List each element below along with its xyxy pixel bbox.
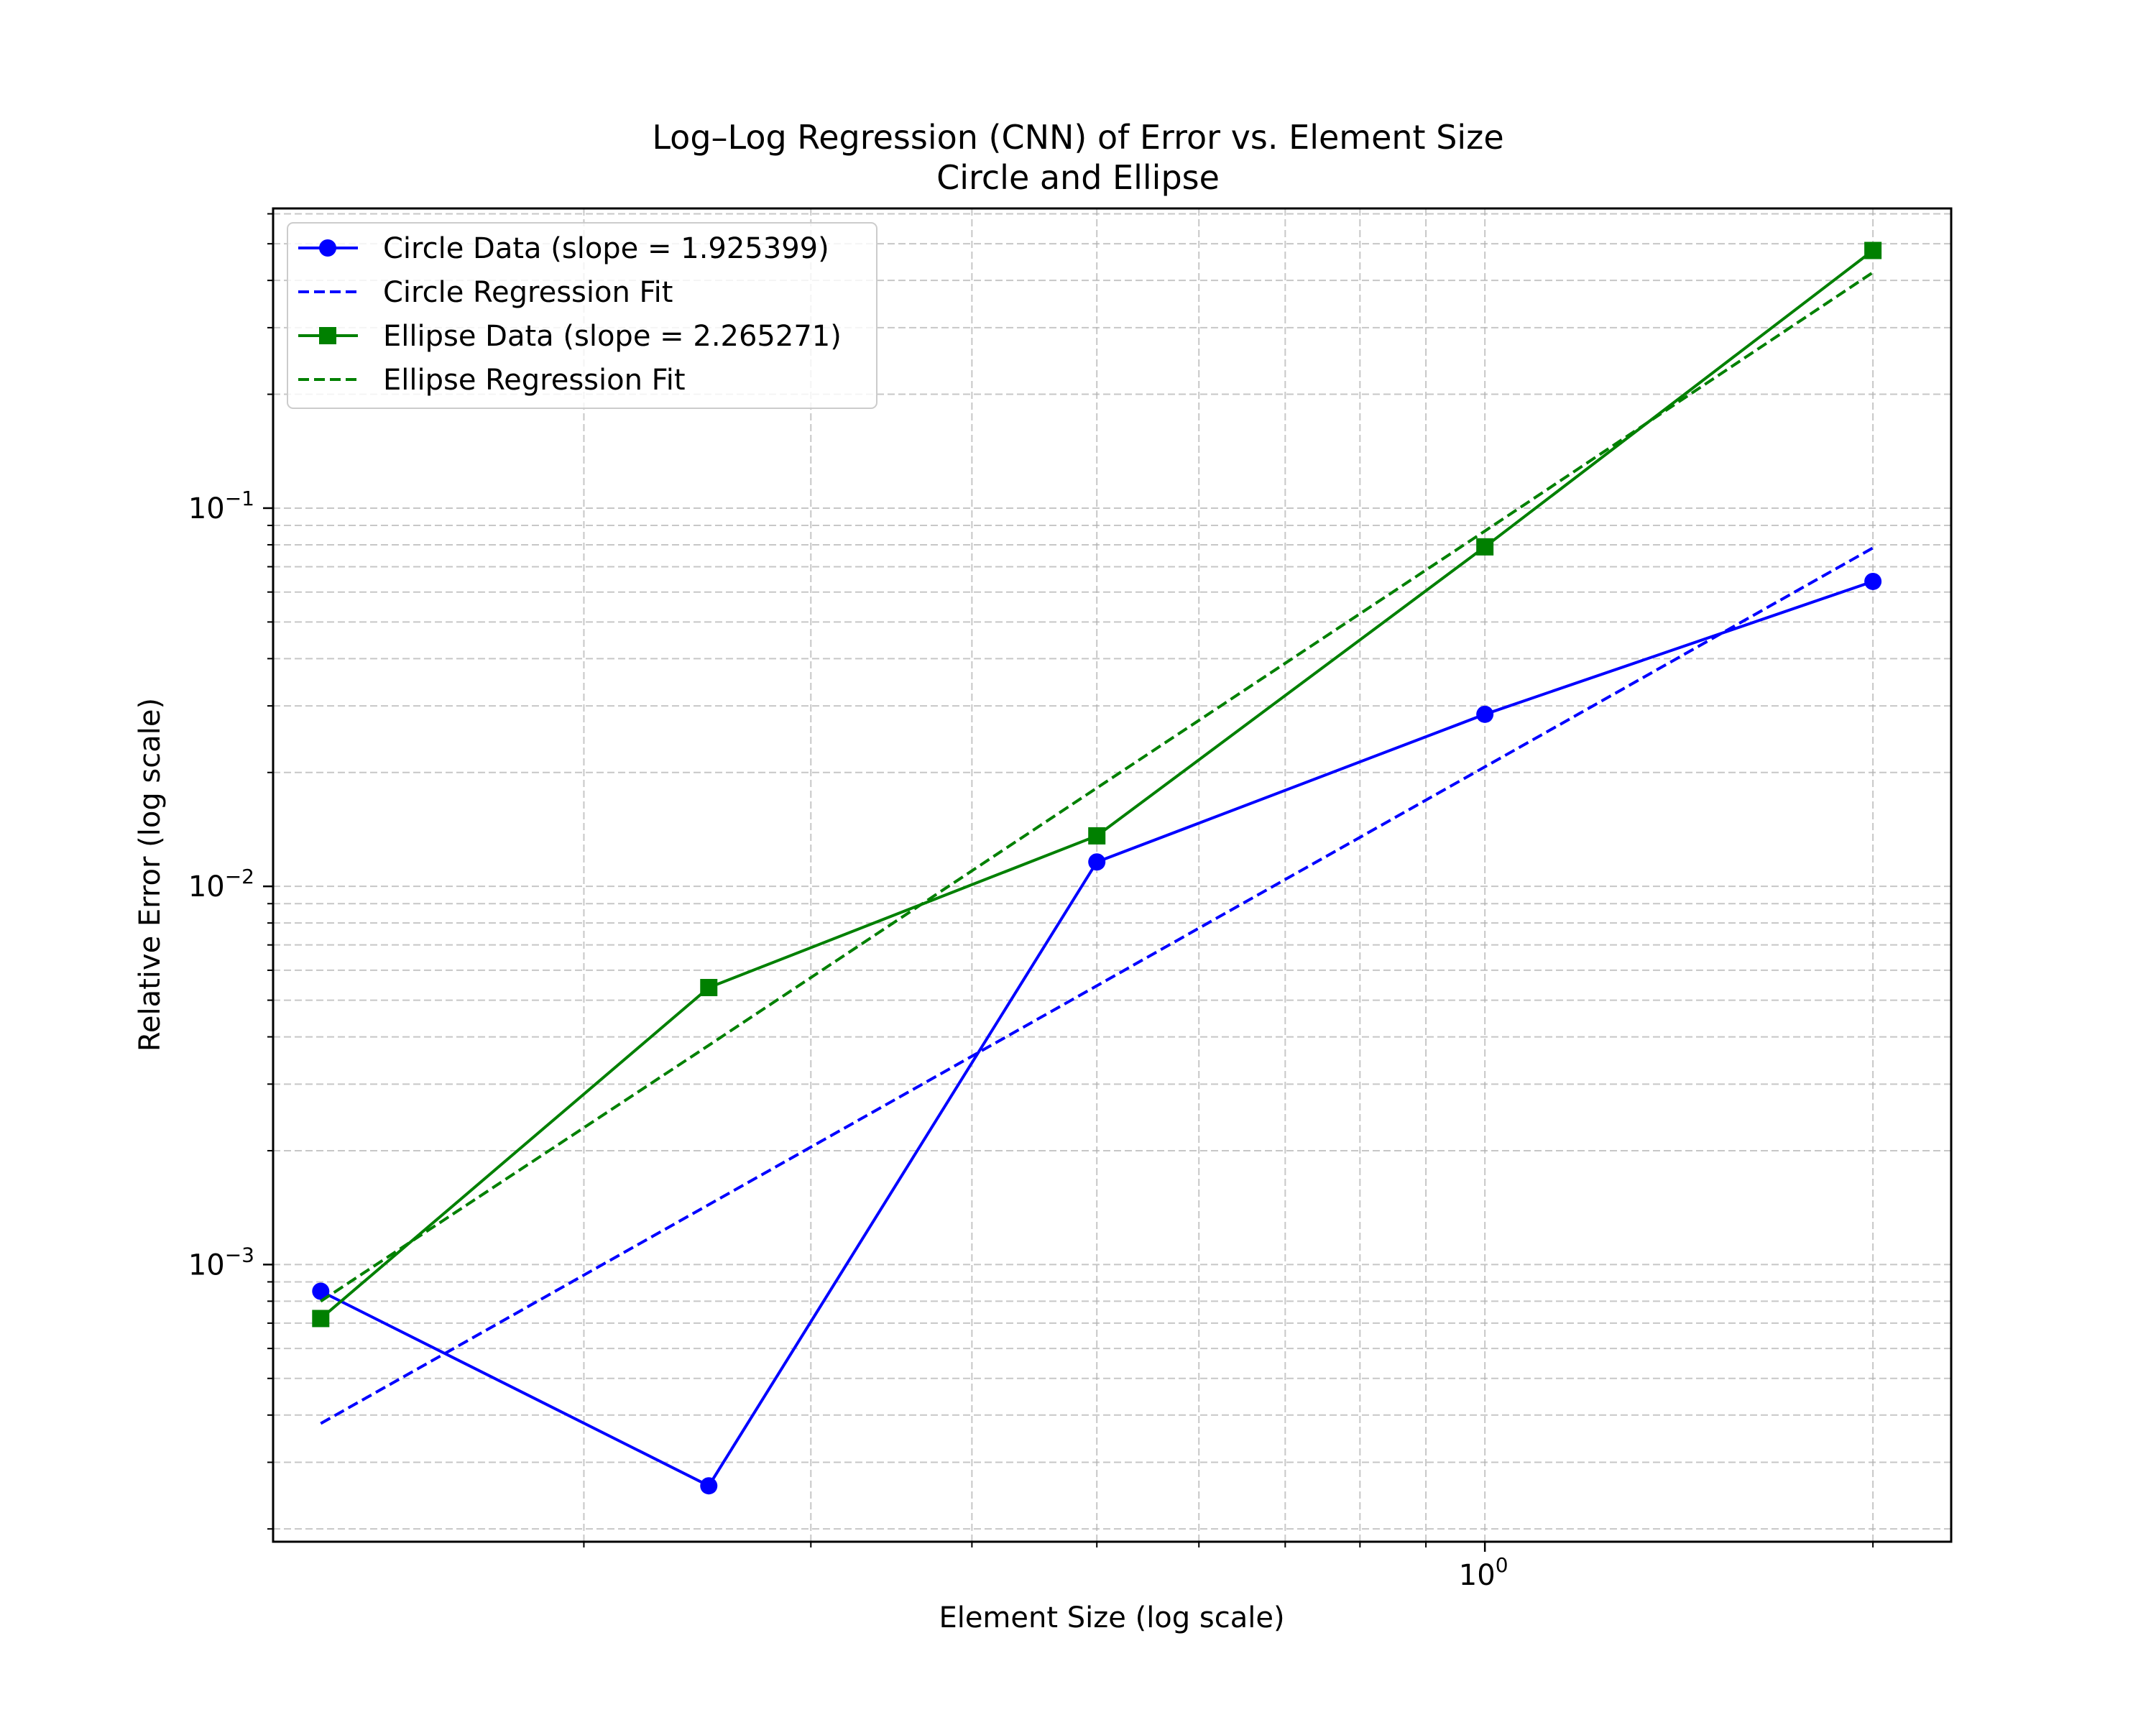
y-tick-label: 10−3: [188, 1243, 254, 1282]
data-point: [1088, 853, 1106, 871]
legend-marker: [319, 239, 336, 257]
legend: Circle Data (slope = 1.925399) Circle Reg…: [287, 222, 877, 409]
legend-label: Ellipse Data (slope = 2.265271): [383, 320, 842, 353]
data-point: [700, 1477, 718, 1495]
plot-series: [312, 242, 1882, 1495]
chart-title-group: Log–Log Regression (CNN) of Error vs. El…: [652, 118, 1503, 197]
legend-box: [287, 222, 877, 409]
axis-ticks: 100 10−3 10−2 10−1: [188, 213, 1874, 1592]
y-tick-label: 10−2: [188, 865, 254, 903]
data-point: [1088, 827, 1106, 845]
series-0: [312, 572, 1882, 1495]
series-line: [320, 546, 1874, 1425]
series-line: [320, 271, 1874, 1303]
data-point: [1476, 538, 1494, 556]
y-tick-label: 10−1: [188, 487, 254, 525]
chart-title: Log–Log Regression (CNN) of Error vs. El…: [652, 118, 1503, 157]
plot-frame: [272, 207, 1953, 1543]
x-axis-label: Element Size (log scale): [939, 1601, 1284, 1634]
series-1: [320, 546, 1874, 1425]
series-2: [312, 242, 1882, 1328]
grid: [273, 208, 1951, 1542]
data-point: [312, 1282, 330, 1300]
chart-subtitle: Circle and Ellipse: [936, 158, 1220, 197]
data-point: [312, 1310, 330, 1328]
legend-marker: [319, 327, 336, 344]
legend-label: Circle Regression Fit: [383, 276, 673, 309]
y-axis-label: Relative Error (log scale): [134, 698, 167, 1052]
data-point: [1476, 705, 1494, 723]
legend-label: Circle Data (slope = 1.925399): [383, 232, 829, 265]
data-point: [700, 978, 718, 996]
series-3: [320, 271, 1874, 1303]
legend-label: Ellipse Regression Fit: [383, 364, 686, 397]
x-tick-label: 100: [1459, 1553, 1508, 1592]
data-point: [1864, 242, 1882, 259]
data-point: [1864, 572, 1882, 590]
